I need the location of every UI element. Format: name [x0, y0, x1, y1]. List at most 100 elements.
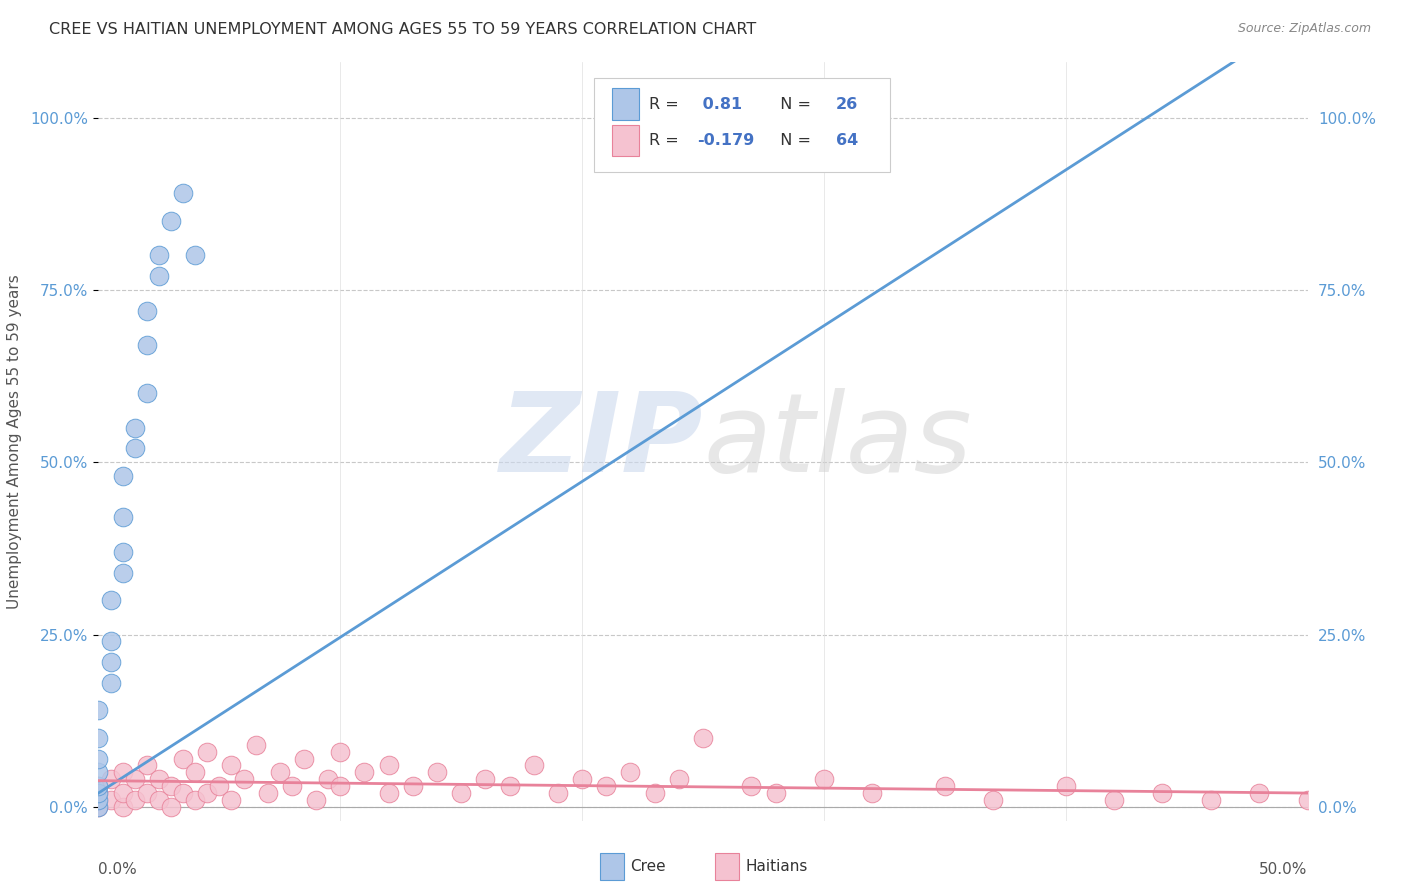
FancyBboxPatch shape: [613, 88, 638, 120]
Point: [87, 786, 110, 800]
Point: [184, 765, 207, 780]
Point: [100, 655, 122, 669]
Text: Source: ZipAtlas.com: Source: ZipAtlas.com: [1237, 22, 1371, 36]
Point: [135, 386, 157, 401]
Text: 0.81: 0.81: [697, 96, 742, 112]
Point: [402, 779, 425, 793]
Point: [87, 703, 110, 717]
Point: [87, 793, 110, 807]
Point: [87, 786, 110, 800]
Point: [450, 786, 472, 800]
Text: N =: N =: [769, 96, 815, 112]
Point: [765, 786, 787, 800]
Point: [148, 248, 170, 262]
Point: [498, 779, 520, 793]
Point: [353, 765, 375, 780]
Point: [87, 800, 110, 814]
Point: [221, 793, 243, 807]
Point: [1296, 793, 1319, 807]
FancyBboxPatch shape: [613, 125, 638, 156]
Point: [595, 779, 617, 793]
Point: [148, 772, 170, 787]
Text: 26: 26: [837, 96, 858, 112]
Point: [160, 779, 183, 793]
Point: [292, 751, 315, 765]
Text: 64: 64: [837, 133, 858, 148]
Point: [329, 745, 352, 759]
Point: [111, 800, 134, 814]
Point: [87, 765, 110, 780]
Point: [100, 793, 122, 807]
Point: [860, 786, 883, 800]
Point: [232, 772, 254, 787]
Point: [692, 731, 714, 745]
Point: [124, 772, 146, 787]
Text: R =: R =: [648, 96, 683, 112]
Point: [426, 765, 449, 780]
Text: R =: R =: [648, 133, 683, 148]
Point: [377, 758, 399, 772]
Point: [668, 772, 690, 787]
Point: [100, 593, 122, 607]
Point: [87, 751, 110, 765]
Point: [1199, 793, 1222, 807]
FancyBboxPatch shape: [716, 854, 740, 880]
Point: [100, 772, 122, 787]
Point: [329, 779, 352, 793]
Point: [172, 751, 194, 765]
Point: [135, 303, 157, 318]
Point: [124, 793, 146, 807]
Point: [148, 269, 170, 284]
Point: [135, 758, 157, 772]
Point: [100, 675, 122, 690]
Point: [377, 786, 399, 800]
Point: [87, 779, 110, 793]
Point: [474, 772, 496, 787]
Point: [87, 793, 110, 807]
Point: [111, 510, 134, 524]
Point: [740, 779, 762, 793]
Point: [111, 566, 134, 580]
Text: 50.0%: 50.0%: [1260, 863, 1308, 878]
Point: [1102, 793, 1125, 807]
Point: [148, 793, 170, 807]
Point: [135, 338, 157, 352]
Point: [195, 745, 218, 759]
Text: -0.179: -0.179: [697, 133, 754, 148]
Text: Cree: Cree: [630, 859, 666, 873]
Point: [316, 772, 339, 787]
Point: [172, 186, 194, 201]
Point: [245, 738, 267, 752]
Point: [111, 469, 134, 483]
Point: [281, 779, 304, 793]
Point: [111, 545, 134, 559]
Point: [135, 786, 157, 800]
Point: [111, 786, 134, 800]
Point: [208, 779, 231, 793]
Point: [813, 772, 835, 787]
Point: [619, 765, 641, 780]
Point: [124, 421, 146, 435]
Text: N =: N =: [769, 133, 815, 148]
Point: [87, 800, 110, 814]
Point: [1054, 779, 1077, 793]
Point: [981, 793, 1004, 807]
Text: Haitians: Haitians: [745, 859, 807, 873]
Point: [221, 758, 243, 772]
Point: [184, 248, 207, 262]
Point: [305, 793, 328, 807]
Point: [269, 765, 291, 780]
Point: [644, 786, 666, 800]
Point: [523, 758, 546, 772]
Point: [160, 214, 183, 228]
Point: [160, 800, 183, 814]
Point: [124, 442, 146, 456]
Point: [256, 786, 278, 800]
Text: atlas: atlas: [703, 388, 972, 495]
Point: [1249, 786, 1271, 800]
Point: [195, 786, 218, 800]
Point: [111, 765, 134, 780]
Text: 0.0%: 0.0%: [98, 863, 138, 878]
Point: [1152, 786, 1174, 800]
FancyBboxPatch shape: [600, 854, 624, 880]
